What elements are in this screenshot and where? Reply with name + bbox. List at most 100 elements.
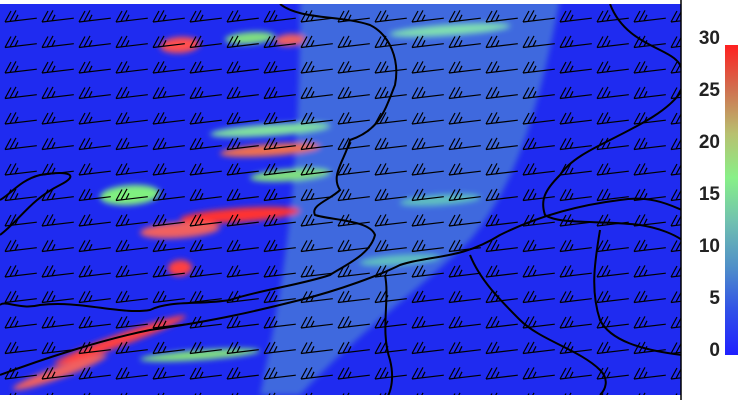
wind-barb bbox=[411, 35, 444, 49]
wind-barb bbox=[522, 10, 555, 23]
wind-barb bbox=[300, 61, 333, 74]
wind-barb bbox=[41, 86, 74, 100]
precip-streak bbox=[360, 254, 440, 266]
wind-barb bbox=[485, 61, 518, 74]
wind-barb bbox=[189, 10, 222, 23]
map-panel bbox=[0, 0, 682, 400]
wind-barb bbox=[337, 341, 370, 355]
wind-barb bbox=[4, 10, 37, 23]
wind-barb bbox=[189, 188, 222, 202]
wind-barb bbox=[226, 367, 259, 380]
wind-barb bbox=[300, 341, 333, 355]
coastline-france bbox=[0, 197, 681, 376]
wind-barb bbox=[485, 86, 518, 100]
wind-barb bbox=[300, 163, 333, 176]
wind-barb bbox=[448, 137, 481, 151]
precip-streak bbox=[390, 23, 510, 37]
wind-barb bbox=[300, 112, 333, 125]
wind-barb bbox=[596, 112, 629, 125]
wind-barb bbox=[633, 290, 666, 304]
wind-barb bbox=[596, 188, 629, 202]
wind-barb bbox=[448, 367, 481, 380]
wind-barb bbox=[263, 112, 296, 125]
wind-barb bbox=[78, 188, 111, 202]
coastline-england-east bbox=[0, 4, 398, 312]
wind-barb bbox=[411, 86, 444, 100]
wind-barb bbox=[559, 61, 592, 74]
wind-barb bbox=[485, 239, 518, 253]
wind-barb bbox=[226, 316, 259, 329]
wind-barb bbox=[263, 316, 296, 329]
wind-barb bbox=[115, 35, 148, 49]
wind-barb bbox=[41, 290, 74, 304]
wind-barb bbox=[337, 86, 370, 100]
wind-barb bbox=[300, 10, 333, 23]
wind-barb bbox=[300, 367, 333, 380]
wind-barb bbox=[411, 367, 444, 380]
wind-barb bbox=[337, 137, 370, 151]
precip-streak bbox=[140, 221, 220, 239]
wind-barb bbox=[448, 290, 481, 304]
colorbar bbox=[725, 45, 738, 355]
wind-barb bbox=[337, 367, 370, 380]
wind-barb bbox=[263, 61, 296, 74]
wind-barb bbox=[78, 367, 111, 380]
wind-barb bbox=[448, 61, 481, 74]
wind-barb bbox=[300, 239, 333, 253]
wind-barb bbox=[374, 137, 407, 151]
wind-barb bbox=[522, 112, 555, 125]
border-belgium bbox=[469, 254, 607, 395]
wind-barb bbox=[633, 61, 666, 74]
wind-barb bbox=[522, 35, 555, 49]
wind-barb bbox=[374, 86, 407, 100]
wind-barb bbox=[411, 265, 444, 278]
wind-barb bbox=[152, 61, 185, 74]
wind-barb bbox=[633, 10, 666, 23]
wind-barb bbox=[559, 290, 592, 304]
colorbar-tick-0: 0 bbox=[709, 340, 720, 361]
wind-barb bbox=[4, 214, 37, 227]
wind-barb bbox=[41, 316, 74, 329]
wind-barb bbox=[263, 35, 296, 49]
precip-streak bbox=[12, 353, 108, 391]
wind-barb bbox=[226, 112, 259, 125]
wind-barb bbox=[78, 163, 111, 176]
wind-barb bbox=[4, 86, 37, 100]
wind-barb bbox=[670, 342, 681, 355]
wind-barb bbox=[337, 188, 370, 202]
wind-barb bbox=[4, 341, 37, 355]
wind-barb bbox=[78, 35, 111, 49]
wind-barb bbox=[596, 265, 629, 278]
wind-barb bbox=[374, 35, 407, 49]
wind-barb bbox=[78, 265, 111, 278]
precip-streak bbox=[180, 206, 300, 224]
wind-barb bbox=[189, 35, 222, 49]
wind-barb bbox=[78, 214, 111, 227]
wind-barb bbox=[78, 10, 111, 23]
wind-barb bbox=[189, 265, 222, 278]
wind-barb bbox=[522, 188, 555, 202]
wind-barb bbox=[226, 239, 259, 253]
wind-barb bbox=[115, 341, 148, 355]
wind-barb bbox=[337, 10, 370, 23]
wind-barb bbox=[485, 341, 518, 355]
wind-barb bbox=[596, 214, 629, 227]
wind-barb bbox=[189, 367, 222, 380]
wind-barb bbox=[522, 86, 555, 100]
wind-barb bbox=[633, 316, 666, 329]
wind-barb bbox=[226, 214, 259, 227]
wind-barb bbox=[411, 239, 444, 253]
wind-barb bbox=[448, 214, 481, 227]
wind-barb bbox=[633, 188, 666, 202]
wind-barb bbox=[189, 214, 222, 227]
wind-barb bbox=[374, 188, 407, 202]
wind-barb bbox=[41, 341, 74, 355]
wind-barb bbox=[115, 290, 148, 304]
wind-barb bbox=[152, 341, 185, 355]
wind-barb bbox=[411, 112, 444, 125]
wind-barb bbox=[152, 367, 185, 380]
wind-barb bbox=[41, 265, 74, 278]
wind-barb bbox=[559, 239, 592, 253]
wind-barb bbox=[41, 10, 74, 23]
wind-barb bbox=[115, 163, 148, 176]
